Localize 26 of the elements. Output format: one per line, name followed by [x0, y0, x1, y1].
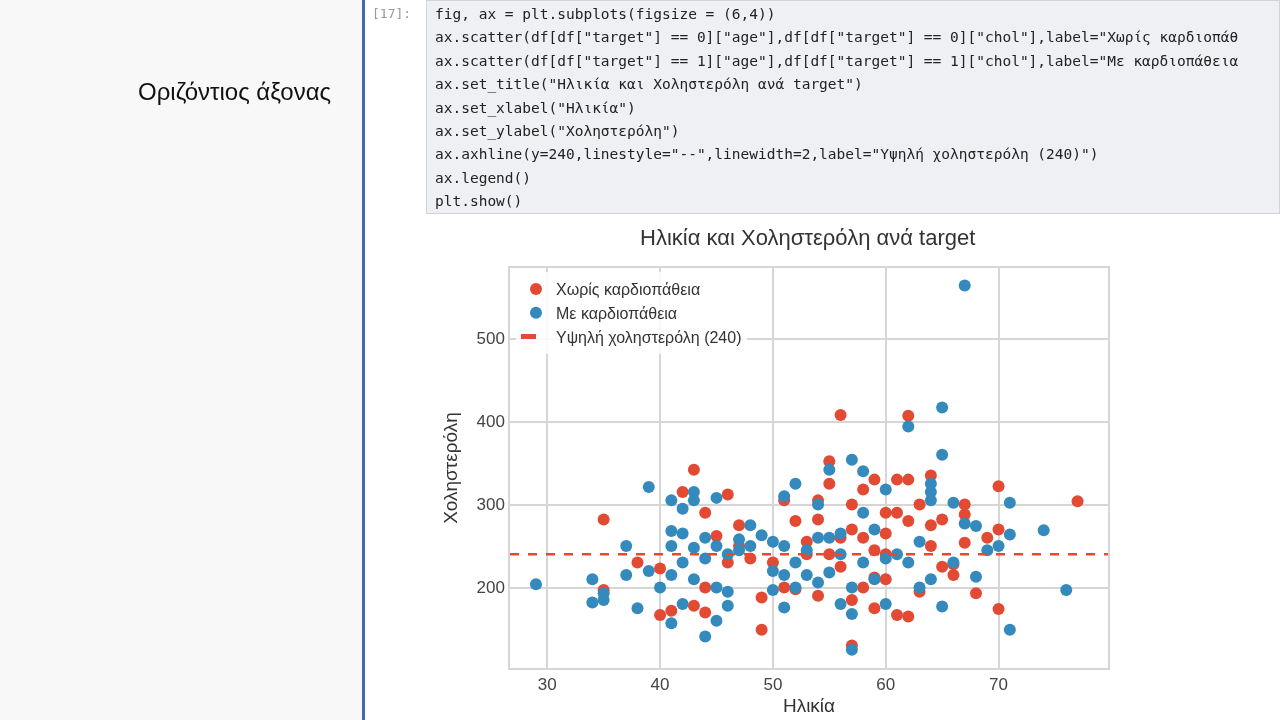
text: fig, ax = plt.subplots(figsize = (6,4)): [435, 5, 777, 24]
legend-label: Με καρδιοπάθεια: [555, 304, 678, 322]
y-tick-label: 200: [476, 578, 505, 598]
legend-label: Χωρίς καρδιοπάθεια: [555, 281, 701, 299]
x-axis-title: Ηλικία: [782, 695, 836, 717]
x-tick-label: 40: [650, 675, 670, 695]
text: ax.legend(): [435, 168, 533, 188]
y-tick-label: 300: [476, 495, 505, 515]
legend-label: Υψηλή χοληστερόλη (240): [555, 328, 742, 346]
x-tick-label: 50: [763, 675, 783, 695]
text: ax.axhline(y=240,linestyle="--",linewidth=2,label="Υψηλή χοληστερόλη (240)"): [435, 145, 1100, 165]
text: plt.show(): [435, 192, 524, 212]
text: [17]:: [372, 6, 412, 21]
y-tick-label: 400: [476, 412, 505, 432]
x-tick-label: 70: [989, 675, 1009, 695]
text: ax.scatter(df[df["target"] == 0]["age"],df[df["target"] == 0]["chol"],label="Χωρίς καρδιοπάθ: [435, 28, 1240, 48]
text: ax.scatter(df[df["target"] == 1]["age"],df[df["target"] == 1]["chol"],label="Με καρδιοπάθεια: [435, 51, 1240, 71]
text: Οριζόντιος άξονας: [138, 78, 332, 106]
x-tick-label: 30: [537, 675, 557, 695]
text: ax.set_title("Ηλικία και Χοληστερόλη ανά target"): [435, 75, 864, 95]
chart-title: Ηλικία και Χοληστερόλη ανά target: [640, 224, 976, 250]
y-axis-title: Χοληστερόλη: [439, 412, 461, 524]
y-tick-label: 500: [476, 329, 505, 349]
text: ax.set_xlabel("Ηλικία"): [435, 98, 637, 119]
text: ax.set_ylabel("Χοληστερόλη"): [435, 122, 681, 142]
x-tick-label: 60: [876, 675, 896, 695]
